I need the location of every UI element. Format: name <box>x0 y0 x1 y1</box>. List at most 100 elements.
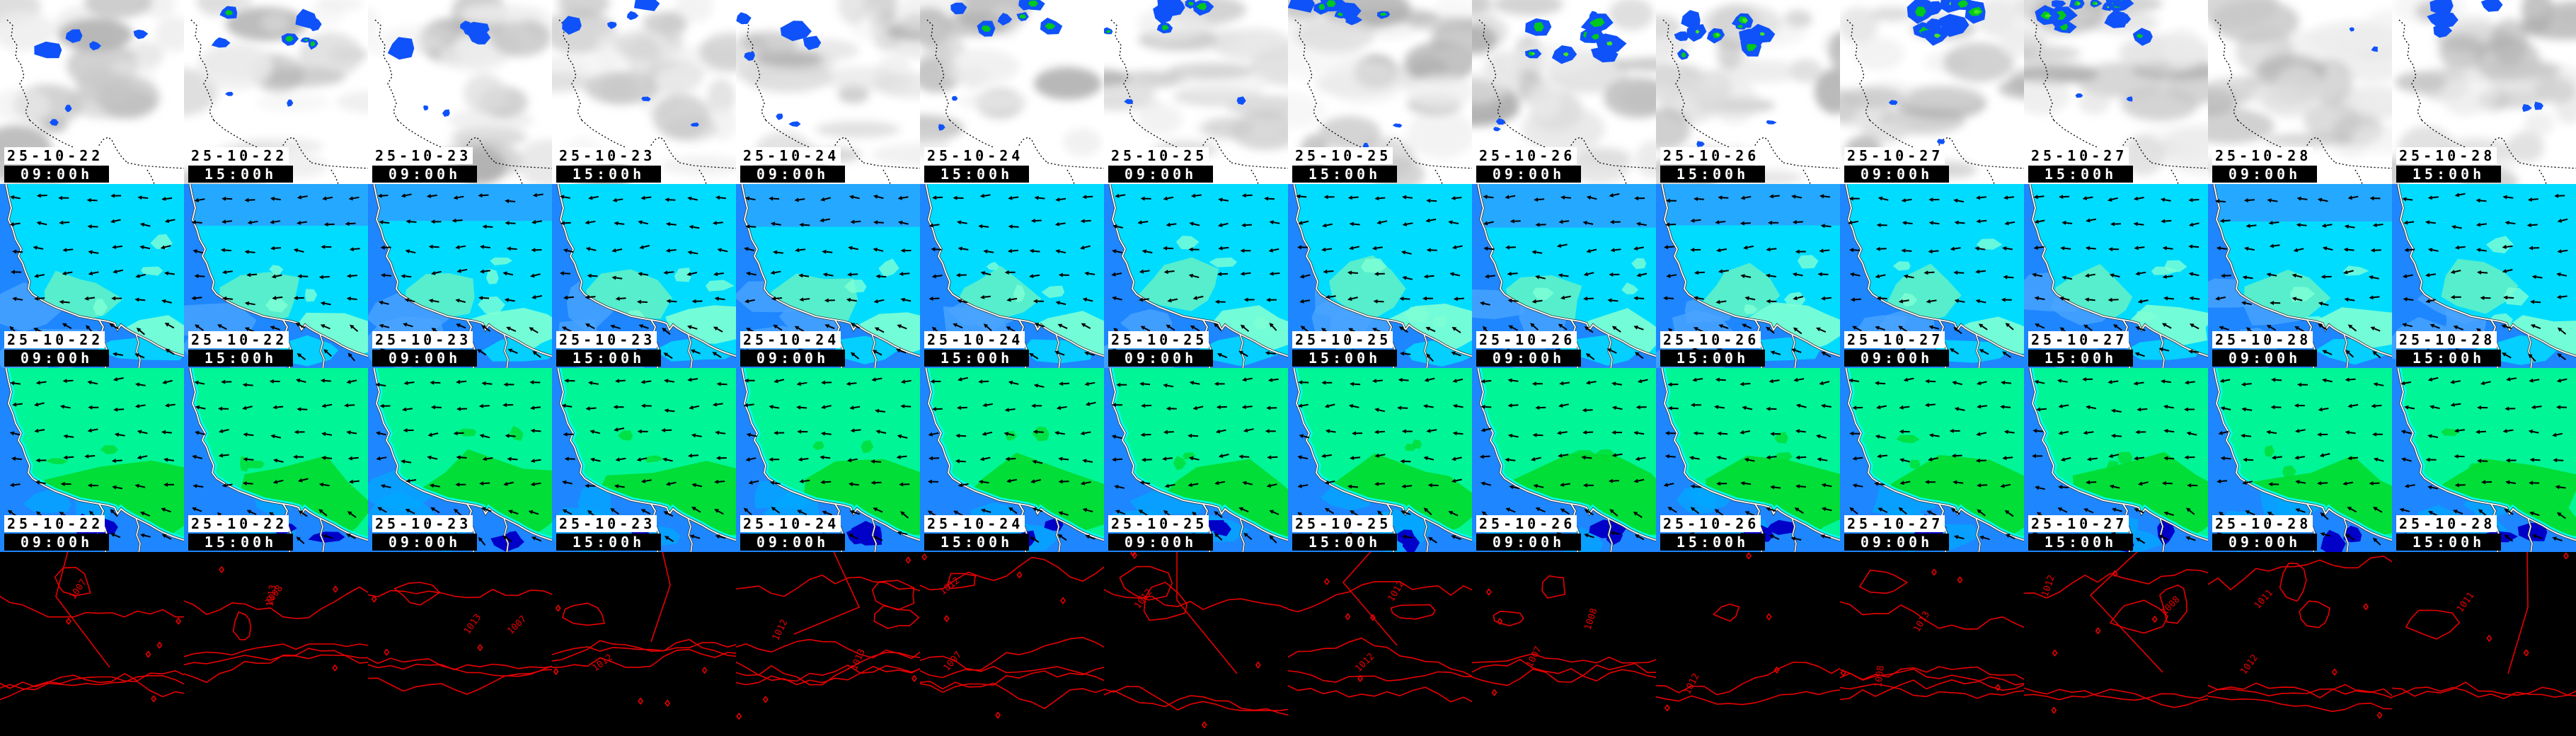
map-image-isobars: 1007 <box>0 552 184 736</box>
tile-date-label: 25-10-27 <box>2028 331 2129 348</box>
tile-time-label: 09:00h <box>372 534 477 551</box>
map-tile-clouds-precipitation-11[interactable]: 25-10-27 09:00h <box>1840 0 2024 184</box>
map-tile-wind-sea-12[interactable]: 25-10-27 15:00h <box>2024 184 2208 368</box>
map-tile-isobars-11[interactable]: 1008 1013 <box>1840 552 2024 736</box>
tile-date-label: 25-10-27 <box>2028 515 2129 532</box>
map-tile-isobars-2[interactable]: 1008 1013 <box>184 552 368 736</box>
map-image-wind-sea <box>2208 184 2392 368</box>
map-tile-temperature-land-8[interactable]: 25-10-25 15:00h <box>1288 368 1472 552</box>
tile-date-label: 25-10-26 <box>1476 147 1577 164</box>
map-tile-temperature-land-14[interactable]: 25-10-28 15:00h <box>2392 368 2576 552</box>
map-tile-wind-sea-14[interactable]: 25-10-28 15:00h <box>2392 184 2576 368</box>
tile-date-label: 25-10-23 <box>556 515 657 532</box>
map-tile-clouds-precipitation-6[interactable]: 25-10-24 15:00h <box>920 0 1104 184</box>
map-tile-clouds-precipitation-1[interactable]: 25-10-22 09:00h <box>0 0 184 184</box>
map-tile-temperature-land-6[interactable]: 25-10-24 15:00h <box>920 368 1104 552</box>
map-tile-wind-sea-13[interactable]: 25-10-28 09:00h <box>2208 184 2392 368</box>
tile-time-label: 15:00h <box>188 534 293 551</box>
tile-date-label: 25-10-22 <box>4 331 105 348</box>
map-tile-isobars-6[interactable]: 1007 1012 <box>920 552 1104 736</box>
map-tile-isobars-9[interactable]: 1008 1007 <box>1472 552 1656 736</box>
map-tile-clouds-precipitation-5[interactable]: 25-10-24 09:00h <box>736 0 920 184</box>
map-tile-wind-sea-6[interactable]: 25-10-24 15:00h <box>920 184 1104 368</box>
map-image-isobars: 1012 <box>1104 552 1288 736</box>
map-tile-isobars-7[interactable]: 1012 <box>1104 552 1288 736</box>
map-tile-isobars-12[interactable]: 1008 1012 <box>2024 552 2208 736</box>
tile-time-label: 15:00h <box>188 166 293 183</box>
tile-date-label: 25-10-23 <box>372 147 473 164</box>
map-tile-wind-sea-1[interactable]: 25-10-22 09:00h <box>0 184 184 368</box>
map-image-clouds-precipitation <box>1472 0 1656 184</box>
map-tile-temperature-land-4[interactable]: 25-10-23 15:00h <box>552 368 736 552</box>
tile-date-label: 25-10-24 <box>740 515 841 532</box>
map-tile-wind-sea-8[interactable]: 25-10-25 15:00h <box>1288 184 1472 368</box>
map-tile-clouds-precipitation-13[interactable]: 25-10-28 09:00h <box>2208 0 2392 184</box>
map-tile-wind-sea-4[interactable]: 25-10-23 15:00h <box>552 184 736 368</box>
tile-date-label: 25-10-24 <box>924 147 1025 164</box>
tile-time-label: 09:00h <box>1844 534 1949 551</box>
map-tile-temperature-land-5[interactable]: 25-10-24 09:00h <box>736 368 920 552</box>
tile-time-label: 15:00h <box>2028 534 2133 551</box>
tile-date-label: 25-10-25 <box>1292 515 1393 532</box>
tile-time-label: 09:00h <box>1476 350 1581 367</box>
map-tile-clouds-precipitation-7[interactable]: 25-10-25 09:00h <box>1104 0 1288 184</box>
map-tile-clouds-precipitation-10[interactable]: 25-10-26 15:00h <box>1656 0 1840 184</box>
map-image-wind-sea <box>736 184 920 368</box>
map-tile-wind-sea-10[interactable]: 25-10-26 15:00h <box>1656 184 1840 368</box>
tile-date-label: 25-10-23 <box>372 515 473 532</box>
map-tile-temperature-land-2[interactable]: 25-10-22 15:00h <box>184 368 368 552</box>
map-tile-wind-sea-11[interactable]: 25-10-27 09:00h <box>1840 184 2024 368</box>
map-tile-clouds-precipitation-8[interactable]: 25-10-25 15:00h <box>1288 0 1472 184</box>
map-tile-clouds-precipitation-4[interactable]: 25-10-23 15:00h <box>552 0 736 184</box>
map-tile-temperature-land-11[interactable]: 25-10-27 09:00h <box>1840 368 2024 552</box>
map-tile-wind-sea-3[interactable]: 25-10-23 09:00h <box>368 184 552 368</box>
map-tile-temperature-land-1[interactable]: 25-10-22 09:00h <box>0 368 184 552</box>
map-tile-clouds-precipitation-3[interactable]: 25-10-23 09:00h <box>368 0 552 184</box>
tile-date-label: 25-10-24 <box>740 331 841 348</box>
map-tile-temperature-land-3[interactable]: 25-10-23 09:00h <box>368 368 552 552</box>
map-tile-isobars-1[interactable]: 1007 <box>0 552 184 736</box>
tile-date-label: 25-10-26 <box>1660 147 1761 164</box>
map-tile-isobars-10[interactable]: 1012 <box>1656 552 1840 736</box>
tile-date-label: 25-10-24 <box>924 331 1025 348</box>
tile-time-label: 09:00h <box>1108 534 1213 551</box>
map-tile-temperature-land-9[interactable]: 25-10-26 09:00h <box>1472 368 1656 552</box>
map-tile-isobars-4[interactable]: 1012 <box>552 552 736 736</box>
map-image-clouds-precipitation <box>2208 0 2392 184</box>
tile-date-label: 25-10-24 <box>740 147 841 164</box>
tile-time-label: 15:00h <box>1660 534 1765 551</box>
map-tile-clouds-precipitation-14[interactable]: 25-10-28 15:00h <box>2392 0 2576 184</box>
tile-time-label: 15:00h <box>924 166 1029 183</box>
tile-date-label: 25-10-28 <box>2212 331 2313 348</box>
tile-time-label: 15:00h <box>2396 166 2501 183</box>
tile-time-label: 09:00h <box>740 166 845 183</box>
map-tile-wind-sea-7[interactable]: 25-10-25 09:00h <box>1104 184 1288 368</box>
map-image-wind-sea <box>552 184 736 368</box>
map-tile-temperature-land-13[interactable]: 25-10-28 09:00h <box>2208 368 2392 552</box>
map-tile-isobars-3[interactable]: 1013 1007 <box>368 552 552 736</box>
tile-time-label: 09:00h <box>1108 350 1213 367</box>
map-tile-isobars-13[interactable]: 1011 1012 <box>2208 552 2392 736</box>
map-tile-temperature-land-10[interactable]: 25-10-26 15:00h <box>1656 368 1840 552</box>
tile-time-label: 15:00h <box>924 350 1029 367</box>
map-tile-wind-sea-5[interactable]: 25-10-24 09:00h <box>736 184 920 368</box>
tile-time-label: 09:00h <box>1476 166 1581 183</box>
tile-date-label: 25-10-22 <box>4 147 105 164</box>
map-tile-clouds-precipitation-9[interactable]: 25-10-26 09:00h <box>1472 0 1656 184</box>
map-tile-clouds-precipitation-12[interactable]: 25-10-27 15:00h <box>2024 0 2208 184</box>
tile-time-label: 09:00h <box>1844 350 1949 367</box>
tile-time-label: 15:00h <box>188 350 293 367</box>
map-tile-temperature-land-7[interactable]: 25-10-25 09:00h <box>1104 368 1288 552</box>
map-image-isobars: 1012 <box>1656 552 1840 736</box>
map-tile-wind-sea-2[interactable]: 25-10-22 15:00h <box>184 184 368 368</box>
map-tile-wind-sea-9[interactable]: 25-10-26 09:00h <box>1472 184 1656 368</box>
map-tile-isobars-5[interactable]: 1013 1012 <box>736 552 920 736</box>
map-tile-temperature-land-12[interactable]: 25-10-27 15:00h <box>2024 368 2208 552</box>
map-tile-isobars-14[interactable]: 1011 <box>2392 552 2576 736</box>
map-tile-isobars-8[interactable]: 1012 1012 <box>1288 552 1472 736</box>
map-tile-clouds-precipitation-2[interactable]: 25-10-22 15:00h <box>184 0 368 184</box>
